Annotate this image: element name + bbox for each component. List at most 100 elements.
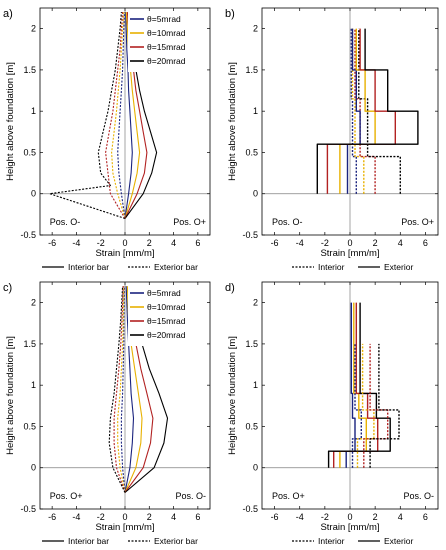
x-tick-label: -6 <box>271 512 279 522</box>
y-tick-label: 1 <box>31 380 36 390</box>
panel-label: b) <box>225 8 235 20</box>
y-tick-label: 2 <box>31 24 36 34</box>
series-line-exterior-0 <box>346 28 361 194</box>
series-line-exterior-0 <box>117 12 126 219</box>
y-tick-label: 1 <box>31 106 36 116</box>
y-tick-label: -0.5 <box>20 504 36 514</box>
y-tick-label: 0 <box>253 463 258 473</box>
x-tick-label: -2 <box>97 512 105 522</box>
y-tick-label: 0.5 <box>245 147 258 157</box>
x-tick-label: 0 <box>347 238 352 248</box>
y-tick-label: -0.5 <box>242 230 258 240</box>
series-line-exterior-3 <box>49 12 126 220</box>
y-tick-label: 1 <box>253 380 258 390</box>
x-axis-label: Strain [mm/m] <box>320 522 379 533</box>
legend-label: θ=10mrad <box>147 28 186 38</box>
series-line-interior-1 <box>351 28 365 194</box>
y-tick-label: 2 <box>253 24 258 34</box>
bottom-legend-solid-label: Interior bar <box>68 536 109 546</box>
series-line-exterior-3 <box>327 302 391 468</box>
x-tick-label: 6 <box>195 238 200 248</box>
annotation-left: Pos. O+ <box>272 491 305 501</box>
y-tick-label: 1.5 <box>23 339 36 349</box>
legend-label: θ=5mrad <box>147 288 181 298</box>
x-tick-label: -4 <box>72 512 80 522</box>
x-tick-label: 6 <box>423 512 428 522</box>
x-tick-label: 4 <box>171 238 176 248</box>
x-tick-label: 6 <box>423 238 428 248</box>
legend-box <box>128 12 207 72</box>
x-tick-label: 0 <box>122 238 127 248</box>
panel-label: d) <box>225 282 235 294</box>
x-axis-label: Strain [mm/m] <box>95 522 154 533</box>
y-tick-label: -0.5 <box>20 230 36 240</box>
series-line-exterior-1 <box>111 12 126 219</box>
x-tick-label: -2 <box>321 238 329 248</box>
x-tick-label: -6 <box>48 512 56 522</box>
annotation-right: Pos. O- <box>403 491 434 501</box>
legend-label: θ=15mrad <box>147 316 186 326</box>
series-line-exterior-2 <box>326 28 396 194</box>
legend-label: θ=20mrad <box>147 330 186 340</box>
annotation-right: Pos. O+ <box>401 217 434 227</box>
x-tick-label: -6 <box>271 238 279 248</box>
legend-box <box>128 286 207 346</box>
y-tick-label: 1.5 <box>23 65 36 75</box>
x-tick-label: -2 <box>321 512 329 522</box>
x-tick-label: -4 <box>296 238 304 248</box>
y-tick-label: 0.5 <box>245 421 258 431</box>
legend-label: θ=5mrad <box>147 14 181 24</box>
x-axis-label: Strain [mm/m] <box>95 248 154 259</box>
legend-label: θ=20mrad <box>147 56 186 66</box>
series-line-interior-0 <box>124 286 135 493</box>
x-tick-label: 2 <box>147 512 152 522</box>
y-tick-label: 1.5 <box>245 65 258 75</box>
y-tick-label: -0.5 <box>242 504 258 514</box>
bottom-legend-dashed-label: Exterior bar <box>154 536 198 546</box>
annotation-left: Pos. O+ <box>50 491 83 501</box>
x-tick-label: 4 <box>171 512 176 522</box>
panel-label: a) <box>3 8 13 20</box>
series-line-exterior-2 <box>333 302 379 468</box>
x-tick-label: 6 <box>195 512 200 522</box>
x-tick-label: 0 <box>347 512 352 522</box>
series-line-exterior-3 <box>316 28 419 194</box>
annotation-left: Pos. O- <box>50 217 81 227</box>
y-tick-label: 0 <box>253 189 258 199</box>
legend-label: θ=10mrad <box>147 302 186 312</box>
series-line-exterior-3 <box>108 286 126 493</box>
legend-label: θ=15mrad <box>147 42 186 52</box>
x-tick-label: 2 <box>373 512 378 522</box>
panel-label: c) <box>3 282 12 294</box>
series-line-exterior-1 <box>117 286 126 493</box>
annotation-right: Pos. O+ <box>173 217 206 227</box>
y-tick-label: 0 <box>31 463 36 473</box>
x-tick-label: 4 <box>398 512 403 522</box>
x-tick-label: -6 <box>48 238 56 248</box>
bottom-legend-solid-label: Exterior <box>384 536 413 546</box>
series-line-interior-3 <box>358 28 401 194</box>
y-axis-label: Height above foundation [m] <box>227 62 238 181</box>
x-tick-label: 0 <box>122 512 127 522</box>
y-axis-label: Height above foundation [m] <box>5 336 16 455</box>
bottom-legend-dashed-label: Interior <box>318 262 345 272</box>
x-tick-label: -4 <box>72 238 80 248</box>
series-line-interior-1 <box>356 343 375 468</box>
y-tick-label: 0.5 <box>23 147 36 157</box>
bottom-legend-solid-label: Exterior <box>384 262 413 272</box>
bottom-legend-dashed-label: Interior <box>318 536 345 546</box>
series-line-exterior-0 <box>120 286 126 493</box>
series-line-interior-3 <box>369 343 400 468</box>
y-axis-label: Height above foundation [m] <box>227 336 238 455</box>
annotation-left: Pos. O- <box>272 217 303 227</box>
series-line-interior-2 <box>363 343 389 468</box>
y-tick-label: 1 <box>253 106 258 116</box>
series-line-interior-0 <box>124 12 133 219</box>
x-axis-label: Strain [mm/m] <box>320 248 379 259</box>
y-tick-label: 0.5 <box>23 421 36 431</box>
